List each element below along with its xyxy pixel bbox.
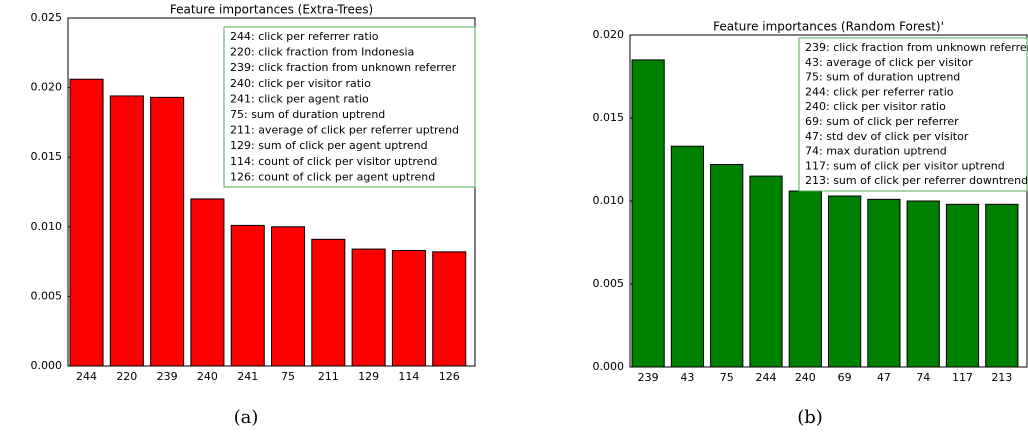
legend-text: 47: std dev of click per visitor — [805, 130, 969, 143]
x-tick-label: 244 — [76, 370, 97, 383]
x-tick-label: 244 — [756, 371, 777, 384]
x-tick-label: 220 — [116, 370, 137, 383]
legend-text: 239: click fraction from unknown referre… — [805, 41, 1028, 54]
y-tick-label: 0.005 — [31, 289, 63, 302]
x-tick-label: 129 — [358, 370, 379, 383]
legend-text: 75: sum of duration uptrend — [805, 71, 960, 84]
legend-text: 244: click per referrer ratio — [805, 85, 954, 98]
legend-text: 213: sum of click per referrer downtrend — [805, 174, 1028, 187]
x-tick-label: 239 — [638, 371, 659, 384]
axes-frame — [67, 17, 476, 367]
bar — [710, 163, 744, 368]
caption: (b) — [797, 407, 823, 428]
bar — [432, 251, 467, 367]
bar — [788, 190, 822, 368]
legend-text: 43: average of click per visitor — [805, 56, 973, 69]
x-tick-label: 43 — [680, 371, 694, 384]
legend-box — [798, 37, 1028, 192]
x-tick-label: 75 — [281, 370, 295, 383]
x-tick-label: 75 — [720, 371, 734, 384]
bar — [69, 78, 104, 367]
legend-text: 241: click per agent ratio — [230, 92, 369, 105]
x-tick-label: 117 — [952, 371, 973, 384]
legend-text: 74: max duration uptrend — [805, 145, 947, 158]
y-tick-label: 0.015 — [593, 111, 625, 124]
y-tick-label: 0.005 — [593, 277, 625, 290]
legend-text: 114: count of click per visitor uptrend — [230, 155, 437, 168]
x-tick-label: 239 — [157, 370, 178, 383]
y-tick-label: 0.025 — [31, 11, 63, 24]
bar — [828, 195, 862, 368]
x-tick-label: 240 — [795, 371, 816, 384]
legend-text: 117: sum of click per visitor uptrend — [805, 159, 1005, 172]
x-tick-label: 211 — [318, 370, 339, 383]
bar — [150, 96, 185, 367]
chart-title: Feature importances (Extra-Trees) — [170, 3, 373, 17]
y-tick-label: 0.010 — [593, 194, 625, 207]
bar — [631, 59, 665, 368]
legend-text: 244: click per referrer ratio — [230, 30, 379, 43]
bar — [945, 203, 980, 368]
bar — [391, 249, 426, 367]
x-tick-label: 213 — [991, 371, 1012, 384]
axes-frame — [629, 34, 1028, 368]
y-tick-label: 0.000 — [31, 359, 63, 372]
y-tick-label: 0.000 — [593, 360, 625, 373]
x-tick-label: 69 — [838, 371, 852, 384]
legend-text: 129: sum of click per agent uptrend — [230, 139, 428, 152]
bar — [311, 238, 346, 367]
legend-text: 69: sum of click per referrer — [805, 115, 959, 128]
bar — [906, 200, 940, 368]
bar — [271, 226, 306, 367]
chart-title: Feature importances (Random Forest)' — [713, 20, 944, 34]
x-tick-label: 240 — [197, 370, 218, 383]
legend-text: 239: click fraction from unknown referre… — [230, 61, 457, 74]
legend-box — [223, 26, 476, 188]
bar — [190, 198, 225, 367]
legend-text: 240: click per visitor ratio — [230, 77, 371, 90]
legend-text: 220: click fraction from Indonesia — [230, 46, 414, 59]
bar — [351, 248, 386, 367]
y-tick-label: 0.020 — [31, 81, 63, 94]
x-tick-label: 74 — [916, 371, 930, 384]
x-tick-label: 47 — [877, 371, 891, 384]
y-tick-label: 0.015 — [31, 150, 63, 163]
legend-text: 211: average of click per referrer uptre… — [230, 124, 459, 137]
bar — [985, 203, 1019, 368]
bar — [109, 95, 144, 367]
legend-text: 75: sum of duration uptrend — [230, 108, 385, 121]
x-tick-label: 241 — [237, 370, 258, 383]
caption: (a) — [234, 407, 259, 428]
bar — [230, 224, 265, 367]
y-tick-label: 0.020 — [593, 28, 625, 41]
bar — [867, 198, 901, 368]
x-tick-label: 114 — [398, 370, 419, 383]
bar — [749, 175, 783, 368]
y-tick-label: 0.010 — [31, 220, 63, 233]
bar — [670, 145, 705, 368]
x-tick-label: 126 — [439, 370, 460, 383]
legend-text: 126: count of click per agent uptrend — [230, 170, 435, 183]
legend-text: 240: click per visitor ratio — [805, 100, 946, 113]
